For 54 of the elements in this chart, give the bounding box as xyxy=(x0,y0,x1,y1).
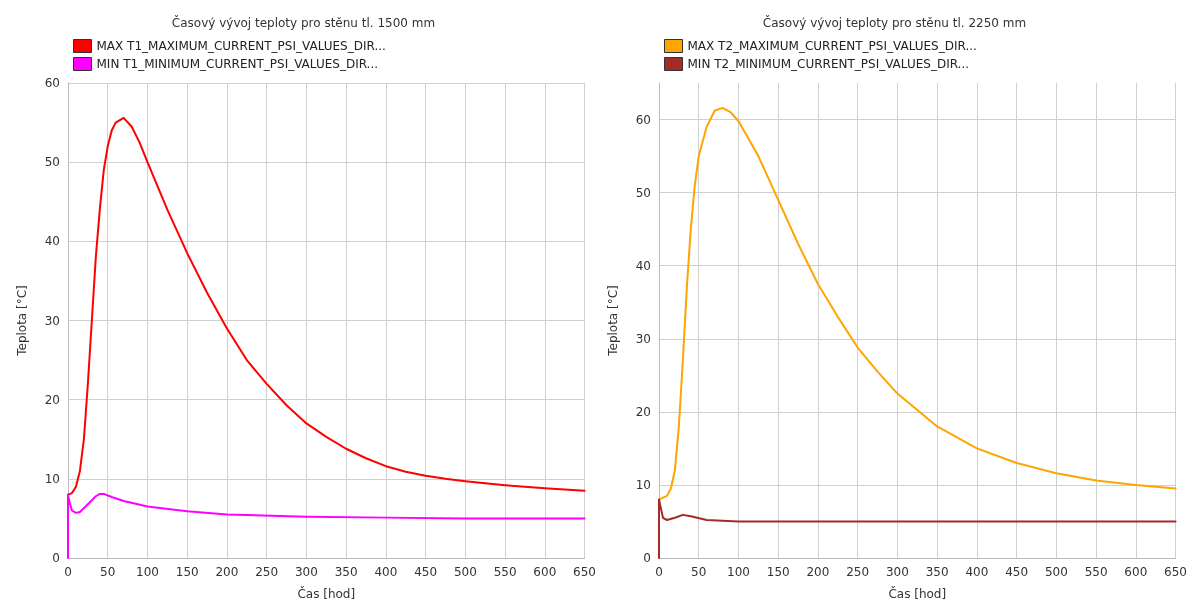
x-tick-label: 250 xyxy=(846,565,870,579)
x-tick-label: 450 xyxy=(414,565,438,579)
x-tick-label: 0 xyxy=(64,565,72,579)
y-tick-label: 40 xyxy=(635,258,651,273)
y-tick-label: 20 xyxy=(44,392,60,407)
x-tick-label: 0 xyxy=(655,565,663,579)
x-tick-label: 500 xyxy=(453,565,477,579)
x-tick-label: 250 xyxy=(255,565,279,579)
line-series xyxy=(67,116,586,496)
x-tick-label: 500 xyxy=(1044,565,1068,579)
x-tick-label: 200 xyxy=(806,565,830,579)
y-tick-label: 50 xyxy=(44,155,60,170)
x-tick-label: 650 xyxy=(1164,565,1187,579)
y-tick-label: 30 xyxy=(44,313,60,328)
legend-label: MAX T1_MAXIMUM_CURRENT_PSI_VALUES_DIR... xyxy=(96,39,386,53)
y-tick-label: 20 xyxy=(635,404,651,419)
x-tick-label: 100 xyxy=(136,565,159,579)
y-tick-label: 10 xyxy=(635,477,651,492)
y-tick-label: 30 xyxy=(635,331,651,346)
y-axis-title: Teplota [°C] xyxy=(15,285,29,357)
legend-label: MIN T1_MINIMUM_CURRENT_PSI_VALUES_DIR... xyxy=(96,57,379,71)
x-tick-label: 150 xyxy=(175,565,199,579)
x-axis-title: Čas [hod] xyxy=(297,586,356,601)
x-axis-title: Čas [hod] xyxy=(888,586,947,601)
y-tick-label: 40 xyxy=(44,234,60,249)
y-tick-label: 50 xyxy=(635,185,651,200)
x-tick-label: 400 xyxy=(965,565,989,579)
x-tick-label: 100 xyxy=(727,565,750,579)
y-axis-title: Teplota [°C] xyxy=(606,285,620,357)
chart-title: Časový vývoj teploty pro stěnu tl. 1500 mm xyxy=(171,15,436,30)
line-series xyxy=(658,106,1177,501)
x-tick-label: 350 xyxy=(925,565,949,579)
y-tick-label: 10 xyxy=(44,471,60,486)
x-tick-label: 650 xyxy=(573,565,596,579)
x-tick-label: 50 xyxy=(100,565,116,579)
y-tick-label: 0 xyxy=(643,551,651,565)
y-tick-label: 60 xyxy=(44,76,60,90)
x-tick-label: 350 xyxy=(334,565,358,579)
legend-label: MIN T2_MINIMUM_CURRENT_PSI_VALUES_DIR... xyxy=(687,57,970,71)
legend-label: MAX T2_MAXIMUM_CURRENT_PSI_VALUES_DIR... xyxy=(687,39,977,53)
x-tick-label: 300 xyxy=(885,565,909,579)
x-tick-label: 600 xyxy=(1124,565,1148,579)
x-tick-label: 200 xyxy=(215,565,239,579)
x-tick-label: 450 xyxy=(1005,565,1029,579)
y-tick-label: 60 xyxy=(635,112,651,127)
x-tick-label: 400 xyxy=(374,565,398,579)
x-tick-label: 600 xyxy=(533,565,557,579)
x-tick-label: 550 xyxy=(1084,565,1108,579)
x-tick-label: 150 xyxy=(766,565,790,579)
chart-title: Časový vývoj teploty pro stěnu tl. 2250 mm xyxy=(762,15,1027,30)
x-tick-label: 300 xyxy=(294,565,318,579)
x-tick-label: 550 xyxy=(493,565,517,579)
x-tick-label: 50 xyxy=(691,565,707,579)
y-tick-label: 0 xyxy=(52,551,60,565)
